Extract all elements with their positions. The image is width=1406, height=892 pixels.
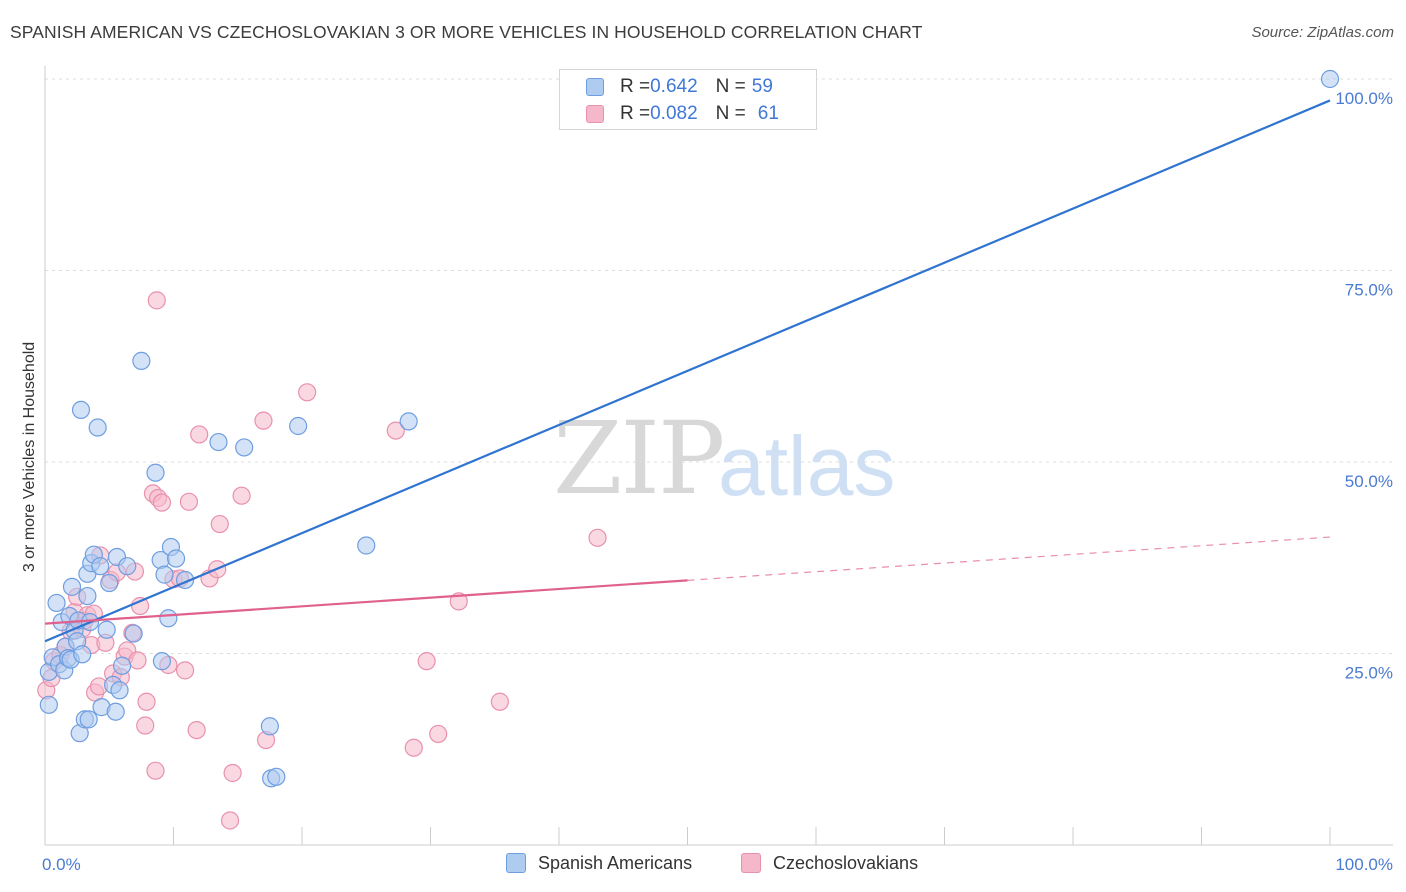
czechoslovakian-point	[417, 652, 436, 671]
bottom-legend-swatch-blue	[506, 853, 526, 873]
spanish-american-point	[132, 351, 151, 370]
legend-row-spanish-americans: R = 0.642 N = 59	[586, 74, 773, 100]
spanish-american-point	[209, 432, 228, 452]
bottom-legend-label: Spanish Americans	[538, 852, 693, 873]
czechoslovakian-point	[137, 692, 156, 711]
legend-swatch-pink	[586, 105, 604, 123]
spanish-american-point	[62, 577, 82, 596]
spanish-american-point	[39, 695, 58, 714]
spanish-american-point	[78, 586, 97, 606]
y-tick-label: 50.0%	[1345, 472, 1393, 491]
spanish-american-point	[159, 609, 178, 628]
spanish-american-point	[1320, 69, 1340, 89]
czechoslovakian-point	[298, 383, 317, 402]
y-tick-label: 100.0%	[1335, 89, 1393, 108]
czechoslovakian-point	[187, 720, 206, 740]
legend-n-value: 59	[751, 76, 773, 97]
spanish-american-point	[73, 645, 92, 664]
spanish-american-point	[289, 416, 308, 436]
spanish-american-point	[399, 412, 418, 431]
spanish-american-point	[155, 565, 174, 584]
legend-n-label: N =	[715, 103, 746, 124]
czechoslovakians-trend-extension	[687, 536, 1331, 581]
czechoslovakian-point	[146, 761, 165, 780]
bottom-legend-label: Czechoslovakians	[773, 852, 919, 873]
czechoslovakian-point	[152, 493, 172, 512]
spanish-american-point	[91, 557, 110, 576]
czechoslovakian-point	[223, 763, 242, 783]
spanish-american-point	[124, 624, 143, 643]
czechoslovakian-point	[386, 421, 405, 440]
spanish-americans-trend-line	[44, 99, 1331, 643]
legend-row-czechoslovakians: R = 0.082 N = 61	[586, 101, 779, 127]
czechoslovakian-point	[179, 492, 199, 511]
bottom-legend-czechoslovakians: Czechoslovakians	[741, 850, 918, 876]
czechoslovakian-point	[147, 291, 166, 310]
czechoslovakian-point	[254, 411, 273, 430]
spanish-american-point	[118, 557, 137, 576]
czechoslovakian-point	[128, 651, 147, 670]
x-tick-label: 0.0%	[42, 855, 81, 874]
czechoslovakian-point	[220, 811, 240, 830]
czechoslovakian-point	[490, 692, 509, 711]
grid-layer	[45, 78, 1393, 654]
czechoslovakian-point	[210, 514, 229, 534]
czechoslovakian-point	[588, 528, 607, 547]
spanish-american-point	[357, 536, 376, 555]
legend-r-label: R =	[620, 76, 651, 97]
spanish-american-point	[71, 400, 91, 420]
bottom-legend-swatch-pink	[741, 853, 761, 873]
legend-r-label: R =	[620, 103, 651, 124]
czechoslovakian-point	[232, 486, 251, 505]
spanish-american-point	[79, 710, 98, 729]
czechoslovakian-point	[130, 596, 150, 616]
y-tick-label: 25.0%	[1345, 664, 1393, 683]
bottom-legend-spanish-americans: Spanish Americans	[506, 850, 692, 876]
czechoslovakian-point	[449, 592, 468, 611]
source-credit: Source: ZipAtlas.com	[1251, 24, 1394, 41]
watermark-zip: ZIP	[553, 400, 725, 517]
spanish-american-point	[106, 702, 125, 721]
x-tick-label: 100.0%	[1335, 855, 1393, 874]
spanish-american-point	[152, 652, 172, 671]
spanish-american-point	[88, 418, 107, 437]
chart-title: SPANISH AMERICAN VS CZECHOSLOVAKIAN 3 OR…	[10, 22, 923, 42]
tick-labels: 25.0% 50.0% 75.0% 100.0% 0.0% 100.0%	[42, 89, 1393, 874]
spanish-american-point	[146, 463, 165, 482]
spanish-american-point	[47, 593, 66, 613]
czechoslovakian-point	[404, 738, 423, 757]
spanish-american-point	[110, 681, 129, 700]
czechoslovakian-point	[190, 425, 209, 444]
czechoslovakian-point	[429, 724, 448, 744]
spanish-american-point	[97, 620, 116, 639]
legend-n-value: 61	[757, 103, 779, 124]
spanish-american-point	[260, 717, 279, 736]
spanish-american-point	[112, 656, 132, 675]
y-tick-label: 75.0%	[1345, 281, 1393, 300]
czechoslovakians-trend-line	[44, 579, 688, 625]
spanish-american-point	[166, 549, 186, 568]
czechoslovakian-point	[175, 661, 195, 680]
spanish-american-point	[235, 438, 254, 457]
spanish-americans-points	[39, 69, 1340, 788]
spanish-american-point	[267, 767, 286, 786]
watermark-atlas: atlas	[718, 419, 896, 513]
trend-lines	[44, 99, 1331, 643]
correlation-legend: R = 0.642 N = 59 R = 0.082 N = 61	[559, 69, 817, 130]
czechoslovakian-point	[136, 716, 155, 735]
spanish-american-point	[100, 573, 119, 593]
legend-r-value: 0.082	[650, 103, 698, 124]
legend-n-label: N =	[715, 76, 746, 97]
legend-swatch-blue	[586, 78, 604, 96]
axis-layer	[44, 66, 1393, 846]
legend-r-value: 0.642	[650, 76, 698, 97]
